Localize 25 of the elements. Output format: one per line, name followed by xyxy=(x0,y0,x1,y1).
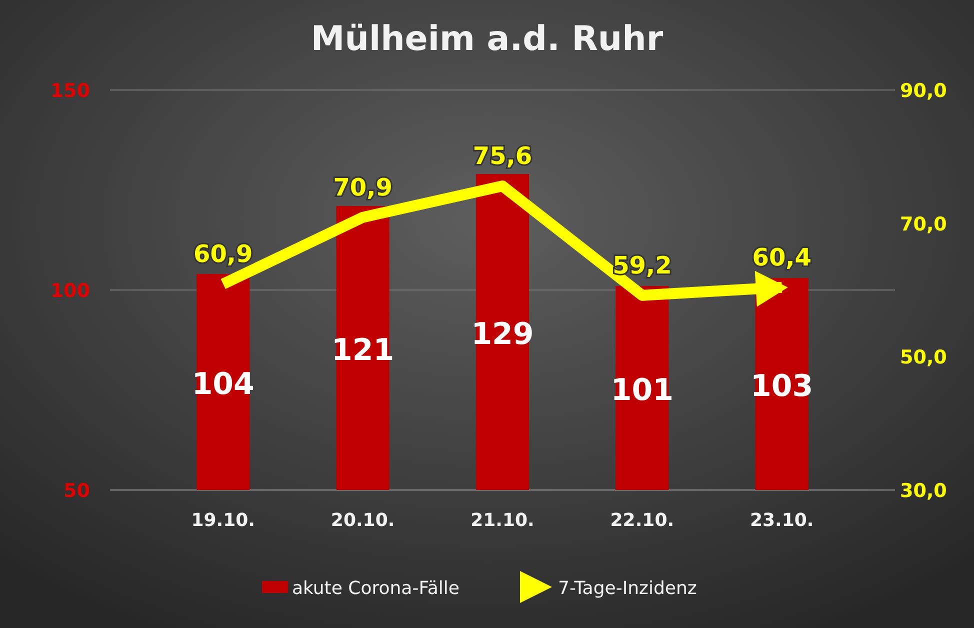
x-tick-label: 19.10. xyxy=(191,510,256,531)
data-label: 121 xyxy=(332,333,394,368)
y-tick-label: 50 xyxy=(64,480,90,502)
y-tick-label: 100 xyxy=(50,280,90,302)
data-label: 104 xyxy=(192,367,254,402)
y2-tick-label: 30,0 xyxy=(900,480,947,502)
y-tick-label: 150 xyxy=(50,80,90,102)
x-tick-label: 23.10. xyxy=(750,510,814,531)
y2-tick-label: 50,0 xyxy=(900,346,947,369)
data-label: 101 xyxy=(610,373,674,408)
legend-label: akute Corona-Fälle xyxy=(292,578,460,599)
x-tick-label: 21.10. xyxy=(470,510,534,531)
x-tick-label: 20.10. xyxy=(330,510,395,531)
data-label: 129 xyxy=(471,317,534,352)
x-tick-label: 22.10. xyxy=(610,510,674,531)
data-label: 60,4 xyxy=(752,243,812,272)
data-label: 60,9 xyxy=(194,240,253,268)
y2-tick-label: 70,0 xyxy=(900,213,947,236)
data-label: 59,2 xyxy=(612,251,672,280)
data-label: 70,9 xyxy=(333,173,392,202)
y2-tick-label: 90,0 xyxy=(900,80,947,102)
legend-label: 7-Tage-Inzidenz xyxy=(558,578,697,599)
data-label: 103 xyxy=(750,369,814,404)
chart-title: Mülheim a.d. Ruhr xyxy=(310,19,664,59)
data-label: 75,6 xyxy=(472,142,532,170)
